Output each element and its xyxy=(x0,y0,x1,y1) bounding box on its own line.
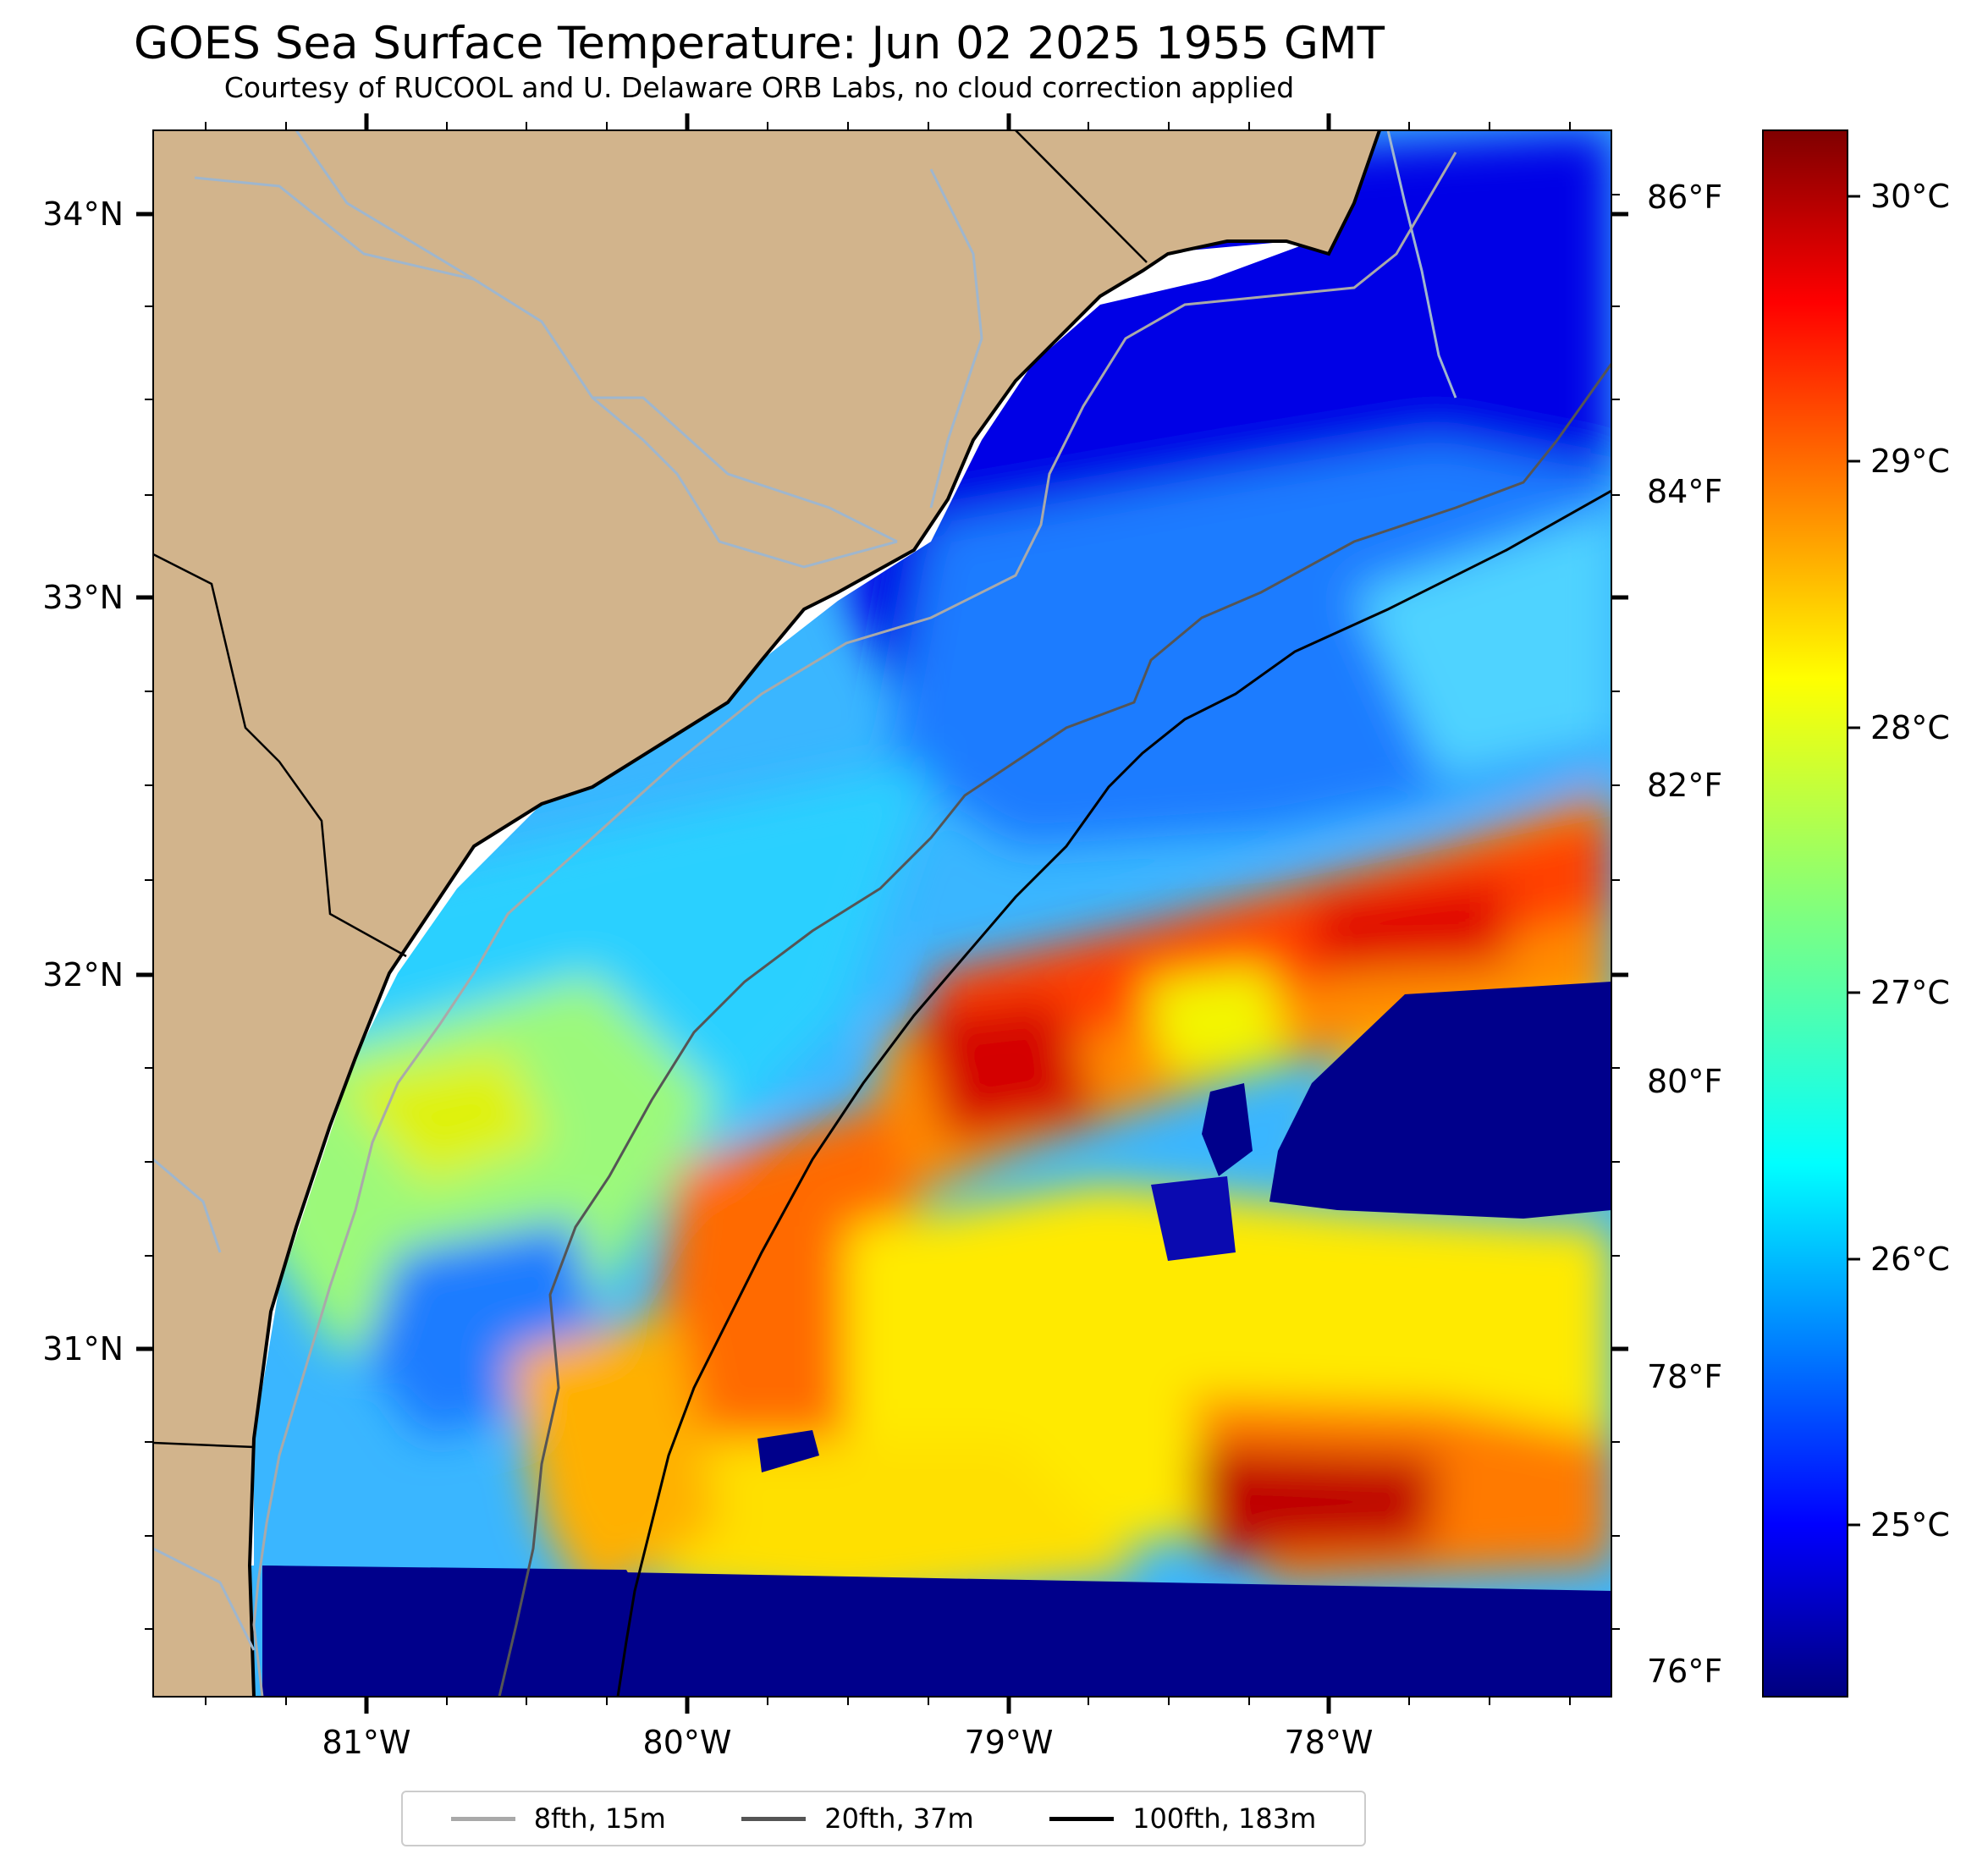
colorbar-label-26c: 26°C xyxy=(1870,1241,1950,1278)
colorbar-gradient xyxy=(1762,129,1848,1698)
lon-tick-labels: 81°W 80°W 79°W 78°W xyxy=(322,1724,1374,1761)
cold-anomaly-regions xyxy=(262,982,1611,1697)
tempf-ticks-right xyxy=(1611,194,1628,1630)
lat-ticks-left xyxy=(136,212,153,1630)
rivers xyxy=(153,130,1457,1651)
coastline xyxy=(247,130,1381,1697)
contour-legend: 8fth, 15m 20fth, 37m 100fth, 183m xyxy=(401,1791,1366,1846)
lon-ticks-bottom xyxy=(205,1697,1571,1714)
lon-label-81: 81°W xyxy=(322,1724,411,1761)
lon-label-80: 80°W xyxy=(643,1724,732,1761)
chart-subtitle: Courtesy of RUCOOL and U. Delaware ORB L… xyxy=(223,71,1295,104)
legend-item-100fth: 100fth, 183m xyxy=(1049,1802,1316,1835)
lat-label-32: 32°N xyxy=(42,956,124,993)
colorbar-label-30c: 30°C xyxy=(1870,178,1950,215)
lon-ticks-top xyxy=(205,113,1571,130)
map-area xyxy=(153,130,1611,1697)
tempf-label-78: 78°F xyxy=(1647,1358,1722,1395)
lon-label-79: 79°W xyxy=(965,1724,1054,1761)
tempf-label-82: 82°F xyxy=(1647,767,1722,804)
tempf-label-86: 86°F xyxy=(1647,179,1722,216)
colorbar-label-29c: 29°C xyxy=(1870,443,1950,480)
tempf-tick-labels: 86°F 84°F 82°F 80°F 78°F 76°F xyxy=(1647,179,1722,1690)
contour-100fth xyxy=(616,489,1611,1697)
state-boundary-nc xyxy=(1015,130,1148,263)
legend-item-20fth: 20fth, 37m xyxy=(741,1802,974,1835)
map-frame xyxy=(152,129,1612,1698)
lat-label-33: 33°N xyxy=(42,579,124,616)
tempf-label-76: 76°F xyxy=(1647,1653,1722,1690)
tempf-label-84: 84°F xyxy=(1647,473,1722,510)
legend-item-8fth: 8fth, 15m xyxy=(450,1802,666,1835)
state-boundary xyxy=(153,553,407,958)
colorbar-label-27c: 27°C xyxy=(1870,974,1950,1011)
colorbar-label-25c: 25°C xyxy=(1870,1506,1950,1544)
lat-tick-labels: 34°N 33°N 32°N 31°N xyxy=(42,195,124,1367)
legend-label-20fth: 20fth, 37m xyxy=(824,1802,974,1835)
lat-label-34: 34°N xyxy=(42,195,124,233)
chart-title: GOES Sea Surface Temperature: Jun 02 202… xyxy=(133,18,1385,69)
legend-label-100fth: 100fth, 183m xyxy=(1132,1802,1317,1835)
colorbar: 30°C 29°C 28°C 27°C 26°C 25°C xyxy=(1762,129,1950,1698)
legend-swatch-20fth xyxy=(741,1816,807,1821)
contour-8fth xyxy=(252,151,1457,1697)
legend-swatch-100fth xyxy=(1049,1816,1115,1821)
lon-label-78: 78°W xyxy=(1285,1724,1374,1761)
land-mass xyxy=(153,130,1379,1697)
colorbar-ticks xyxy=(1848,195,1860,1527)
lat-label-31: 31°N xyxy=(42,1330,124,1367)
legend-swatch-8fth xyxy=(450,1816,515,1821)
contour-20fth xyxy=(498,363,1611,1697)
tempf-label-80: 80°F xyxy=(1647,1063,1722,1100)
colorbar-label-28c: 28°C xyxy=(1870,709,1950,746)
legend-label-8fth: 8fth, 15m xyxy=(533,1802,666,1835)
state-boundary-ga xyxy=(153,1441,255,1449)
